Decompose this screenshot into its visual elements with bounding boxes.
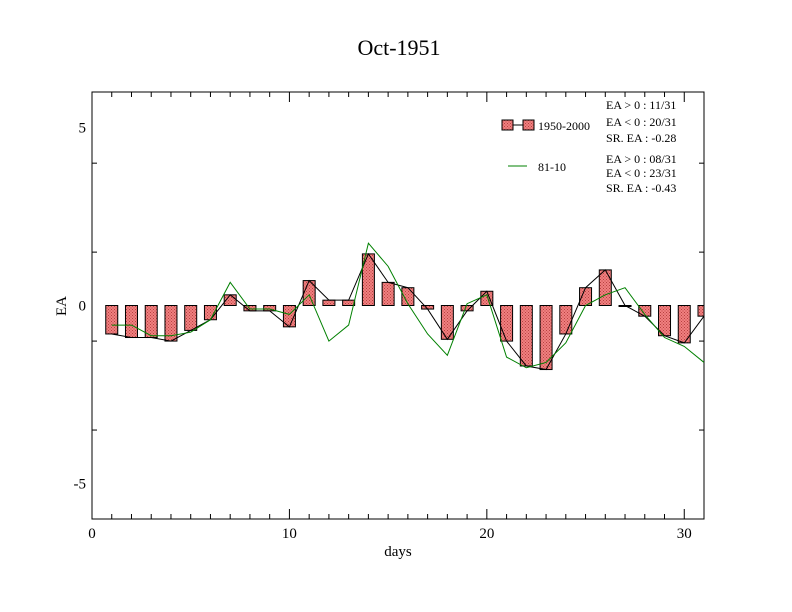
- bar-day-3: [144, 305, 158, 339]
- line-1950-2000: [111, 252, 705, 371]
- stat-1-sr: SR. EA : -0.28: [606, 131, 676, 145]
- bar-day-21: [500, 305, 514, 342]
- legend-label-81-10: 81-10: [538, 160, 566, 174]
- bar-day-31: [697, 305, 705, 317]
- y-tick-label: 0: [79, 299, 87, 315]
- bar-day-22: [519, 305, 533, 367]
- x-tick-label: 30: [677, 526, 692, 542]
- bar-day-2: [124, 305, 138, 339]
- stat-2-negative: EA < 0 : 23/31: [606, 166, 677, 180]
- chart-title: Oct-1951: [357, 35, 440, 60]
- legend-swatch-1950-2000-right: [522, 119, 535, 131]
- bar-day-20: [480, 290, 494, 306]
- x-tick-label: 10: [282, 526, 297, 542]
- bar-day-15: [381, 281, 395, 306]
- stat-1-negative: EA < 0 : 20/31: [606, 115, 677, 129]
- bar-day-13: [342, 299, 356, 307]
- x-tick-label: 0: [88, 526, 96, 542]
- legend-swatch-1950-2000-left: [501, 119, 514, 131]
- bar-day-5: [184, 305, 198, 331]
- bar-day-1: [105, 305, 119, 335]
- bar-day-26: [598, 269, 612, 306]
- bar-day-24: [559, 305, 573, 335]
- stat-2-sr: SR. EA : -0.43: [606, 181, 676, 195]
- legend: 1950-2000 81-10 EA > 0 : 11/31 EA < 0 : …: [501, 98, 677, 195]
- bar-day-18: [440, 305, 454, 340]
- bar-day-12: [322, 299, 336, 307]
- bar-day-8: [243, 305, 257, 312]
- legend-label-1950-2000: 1950-2000: [538, 119, 590, 133]
- axis-ticks: 0 10 20 30 5 0 -5: [74, 92, 705, 542]
- bar-day-23: [539, 305, 553, 371]
- stat-2-positive: EA > 0 : 08/31: [606, 152, 677, 166]
- x-tick-label: 20: [479, 526, 494, 542]
- bars-1950-2000: [105, 253, 705, 371]
- x-axis-label: days: [384, 544, 412, 560]
- series-lines: [111, 242, 705, 371]
- y-tick-label: -5: [74, 476, 87, 492]
- y-axis-label: EA: [54, 296, 70, 316]
- stat-1-positive: EA > 0 : 11/31: [606, 98, 676, 112]
- line-81-10: [111, 242, 705, 369]
- y-tick-label: 5: [79, 121, 87, 137]
